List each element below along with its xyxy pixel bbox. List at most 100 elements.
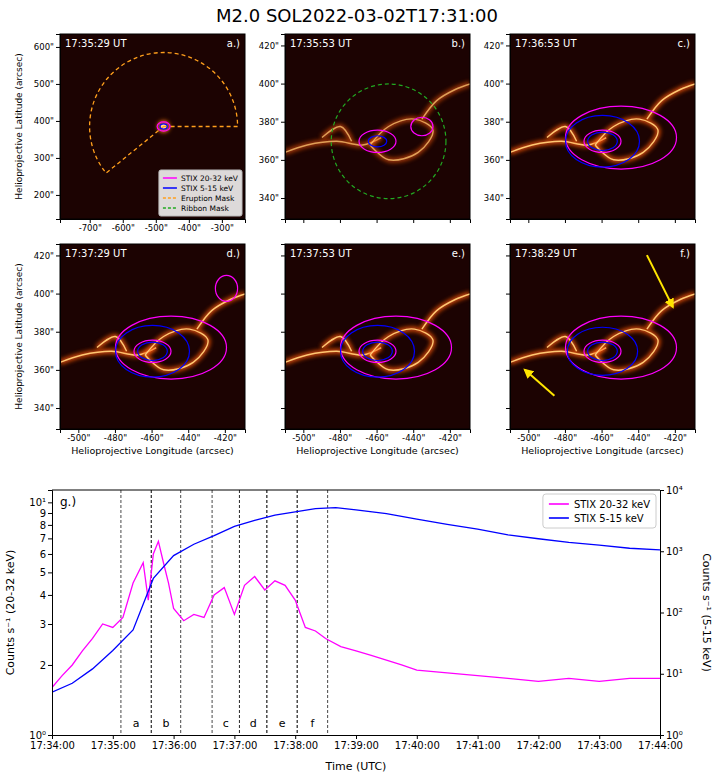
- emission-core: [547, 126, 577, 141]
- tick-label: -420": [439, 433, 462, 443]
- tick: 17:35:00: [91, 735, 136, 751]
- tick-label: 17:42:00: [516, 740, 561, 751]
- text-line: Helioprojective Latitude (arcsec): [14, 263, 24, 409]
- legend-box: [543, 494, 656, 528]
- tick-label: 10⁴: [666, 485, 683, 496]
- tick-mark: [56, 195, 60, 196]
- tick: 360": [259, 155, 285, 165]
- tick: 2: [40, 660, 52, 671]
- emission: [422, 294, 470, 329]
- emission-core: [322, 336, 352, 351]
- tick: [281, 255, 285, 256]
- panel-frame: [285, 34, 470, 219]
- tick: -480": [329, 429, 352, 443]
- tick: 5: [40, 567, 52, 578]
- tick-mark: [281, 332, 285, 333]
- panel-time: 17:38:29 UT: [515, 248, 577, 259]
- tick-label: 3: [40, 619, 46, 630]
- contour-20-32kev: [411, 117, 433, 136]
- tick: 340": [259, 193, 285, 203]
- tick-mark: [56, 158, 60, 159]
- window-edge: [297, 490, 298, 735]
- tick-mark: [56, 84, 60, 85]
- panel-label: a.): [227, 38, 240, 49]
- tick-mark: [660, 613, 664, 614]
- contour-5-15kev: [160, 124, 167, 129]
- tick-label: 6: [40, 549, 46, 560]
- tick: 7: [40, 533, 52, 544]
- axis: [281, 245, 286, 430]
- tick-label: 380": [259, 117, 279, 127]
- tick: [565, 219, 566, 223]
- tick: [340, 219, 341, 223]
- contour-5-15kev: [116, 325, 190, 377]
- axis-line: [286, 220, 471, 224]
- tick-label: -500": [145, 223, 168, 233]
- legend-item: Ribbon Mask: [163, 204, 230, 213]
- tick: -500": [67, 429, 90, 443]
- tick-label: 360": [484, 155, 504, 165]
- contour-5-15kev: [368, 136, 387, 147]
- tick: 360": [484, 155, 510, 165]
- tick: 360": [34, 365, 60, 375]
- tick-mark: [113, 735, 114, 739]
- tick: [377, 219, 378, 223]
- image-panel: 340"360"380"400"420"17:35:53 UTb.): [259, 34, 471, 223]
- tick-mark: [281, 122, 285, 123]
- image-panel: -500"-480"-460"-440"-420"340"360"380"400…: [14, 244, 246, 456]
- tick: 17:36:00: [152, 735, 197, 751]
- panel-frame: [285, 244, 470, 429]
- tick-label: 380": [34, 327, 54, 337]
- tick: 420": [259, 41, 285, 51]
- axis-title: Counts s⁻¹ (20-32 keV): [4, 550, 17, 676]
- emission-core: [97, 336, 127, 351]
- contour-5-15kev: [566, 115, 640, 167]
- axis-line: [511, 220, 696, 224]
- tick-label: -480": [329, 433, 352, 443]
- panel-time: 17:37:29 UT: [65, 248, 127, 259]
- tick: 340": [34, 403, 60, 413]
- tick-label: -460": [140, 433, 163, 443]
- legend-label: STIX 5-15 keV: [574, 513, 644, 524]
- tick: 400": [34, 116, 60, 126]
- window-edge: [180, 490, 181, 735]
- emission: [547, 126, 577, 141]
- contour-20-32kev: [157, 122, 170, 131]
- tick-mark: [506, 160, 510, 161]
- legend-item: STIX 5-15 keV: [163, 184, 234, 193]
- axis: -500"-480"-460"-440"-420": [61, 429, 246, 443]
- tick: -420": [439, 429, 462, 443]
- image-panel: -500"-480"-460"-440"-420"17:38:29 UTf.)H…: [506, 244, 696, 456]
- image-panel: -500"-480"-460"-440"-420"17:37:53 UTe.)H…: [281, 244, 471, 456]
- tick: [506, 408, 510, 409]
- tick: 9: [40, 508, 52, 519]
- tick-mark: [48, 624, 52, 625]
- contour-20-32kev: [566, 316, 677, 379]
- emission: [97, 336, 127, 351]
- tick-mark: [506, 370, 510, 371]
- tick: 17:38:00: [273, 735, 318, 751]
- tick: -480": [104, 429, 127, 443]
- tick: -460": [365, 429, 388, 443]
- tick-mark: [48, 554, 52, 555]
- tick-label: -460": [365, 433, 388, 443]
- tick-label: -600": [112, 223, 135, 233]
- image-background: [510, 34, 695, 219]
- tick-label: 400": [34, 289, 54, 299]
- emission-core: [647, 294, 695, 329]
- tick-label: 17:39:00: [334, 740, 379, 751]
- tick: [506, 255, 510, 256]
- tick-label: 17:38:00: [273, 740, 318, 751]
- panel-time: 17:35:29 UT: [65, 38, 127, 49]
- contour-5-15kev: [341, 325, 415, 377]
- tick: [506, 332, 510, 333]
- panel-label: e.): [452, 248, 465, 259]
- tick-mark: [281, 160, 285, 161]
- tick-label: 340": [259, 193, 279, 203]
- axis-line: [661, 491, 665, 736]
- tick-mark: [356, 735, 357, 739]
- tick-mark: [538, 735, 539, 739]
- tick: -700": [79, 219, 102, 233]
- emission: [595, 119, 658, 160]
- contour-5-15kev: [138, 342, 168, 361]
